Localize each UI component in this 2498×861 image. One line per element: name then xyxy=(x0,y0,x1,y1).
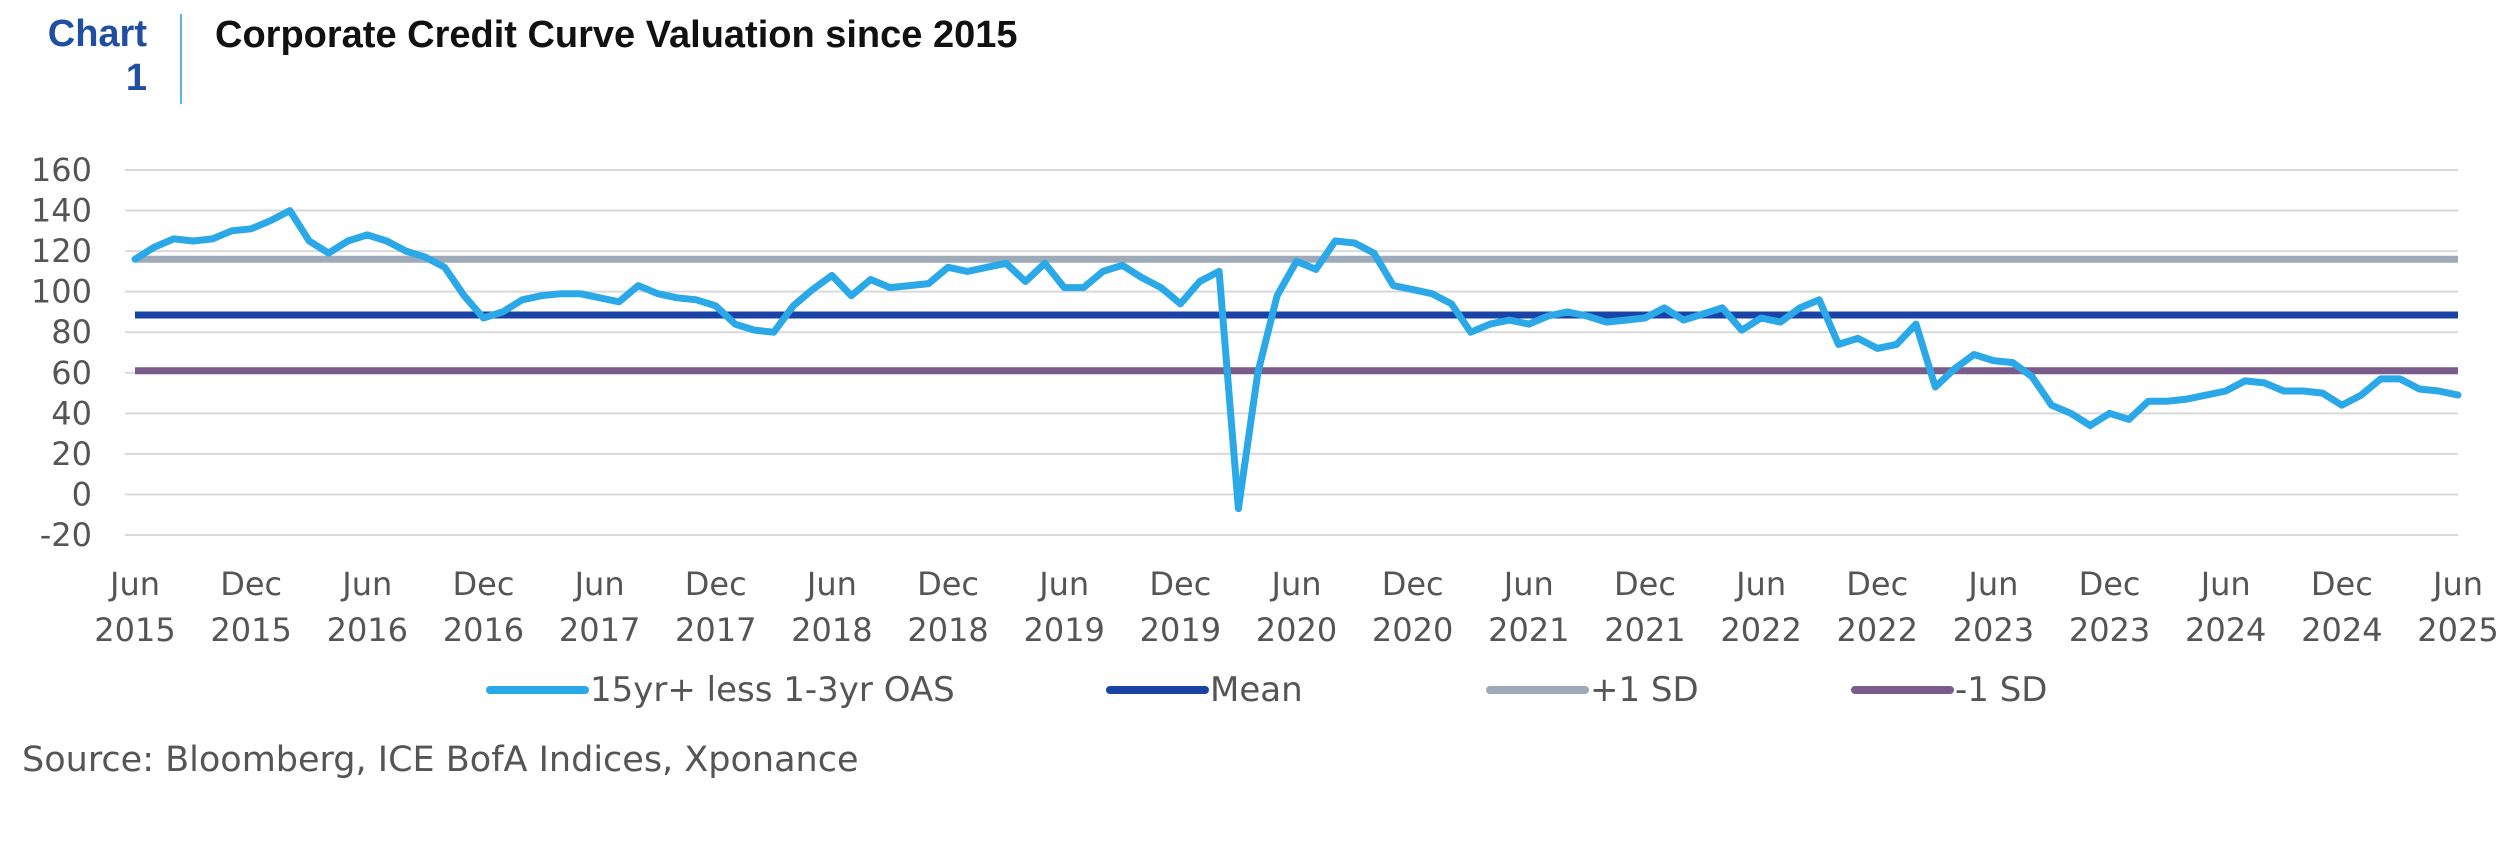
x-tick-label: 2016 xyxy=(327,611,408,649)
legend-label: -1 SD xyxy=(1955,670,2047,710)
x-tick-label: Jun xyxy=(2431,565,2483,603)
y-tick-label: 160 xyxy=(31,151,92,189)
x-tick-label: 2017 xyxy=(559,611,640,649)
x-tick-label: Dec xyxy=(1382,565,1444,603)
x-tick-label: 2021 xyxy=(1488,611,1569,649)
x-tick-label: Dec xyxy=(2079,565,2141,603)
x-tick-label: 2023 xyxy=(1953,611,2034,649)
x-tick-label: Dec xyxy=(452,565,514,603)
y-tick-label: 100 xyxy=(31,273,92,311)
chart-tag-number: 1 xyxy=(125,57,147,99)
y-tick-label: 80 xyxy=(51,313,92,351)
x-tick-label: 2017 xyxy=(675,611,756,649)
x-tick-label: Jun xyxy=(108,565,160,603)
y-tick-label: 20 xyxy=(51,435,92,473)
legend-label: 15yr+ less 1-3yr OAS xyxy=(590,670,955,710)
x-tick-label: 2023 xyxy=(2069,611,2150,649)
x-tick-label: 2024 xyxy=(2301,611,2382,649)
x-tick-label: Jun xyxy=(1502,565,1554,603)
y-tick-label: 0 xyxy=(72,475,92,513)
x-tick-label: 2015 xyxy=(94,611,175,649)
x-tick-label: 2016 xyxy=(443,611,524,649)
x-tick-label: Dec xyxy=(685,565,747,603)
x-tick-label: 2020 xyxy=(1372,611,1453,649)
chart-title: Corporate Credit Curve Valuation since 2… xyxy=(215,14,1018,56)
x-tick-label: Dec xyxy=(2311,565,2373,603)
x-tick-label: Dec xyxy=(1149,565,1211,603)
x-tick-label: Jun xyxy=(573,565,625,603)
x-tick-label: 2022 xyxy=(1837,611,1918,649)
chart-number-tag: Chart 1 xyxy=(0,12,147,100)
source-note: Source: Bloomberg, ICE BofA Indices, Xpo… xyxy=(22,740,859,780)
y-tick-label: 120 xyxy=(31,232,92,270)
x-tick-label: Dec xyxy=(917,565,979,603)
x-tick-label: Dec xyxy=(1614,565,1676,603)
x-tick-label: 2019 xyxy=(1023,611,1104,649)
x-tick-label: 2018 xyxy=(907,611,988,649)
y-tick-label: 40 xyxy=(51,394,92,432)
x-tick-label: 2022 xyxy=(1720,611,1801,649)
x-tick-label: Jun xyxy=(805,565,857,603)
x-tick-label: 2019 xyxy=(1140,611,1221,649)
x-tick-label: Jun xyxy=(1966,565,2018,603)
legend-label: +1 SD xyxy=(1590,670,1699,710)
x-tick-label: Jun xyxy=(1270,565,1322,603)
x-tick-label: 2021 xyxy=(1604,611,1685,649)
legend-label: Mean xyxy=(1210,670,1303,710)
x-tick-label: 2018 xyxy=(791,611,872,649)
x-tick-label: 2015 xyxy=(210,611,291,649)
x-tick-label: Dec xyxy=(220,565,282,603)
x-tick-label: Jun xyxy=(2199,565,2251,603)
chart-tag-label: Chart xyxy=(47,13,147,55)
x-tick-label: Jun xyxy=(1734,565,1786,603)
x-tick-label: 2024 xyxy=(2185,611,2266,649)
y-tick-label: 140 xyxy=(31,192,92,230)
x-tick-label: Jun xyxy=(340,565,392,603)
x-tick-label: Dec xyxy=(1846,565,1908,603)
series-line-oas-spread xyxy=(131,207,2462,513)
y-tick-label: 60 xyxy=(51,354,92,392)
x-tick-label: 2020 xyxy=(1256,611,1337,649)
x-tick-label: 2025 xyxy=(2417,611,2498,649)
x-tick-label: Jun xyxy=(1037,565,1089,603)
y-tick-label: -20 xyxy=(40,516,92,554)
header-divider xyxy=(180,14,182,104)
